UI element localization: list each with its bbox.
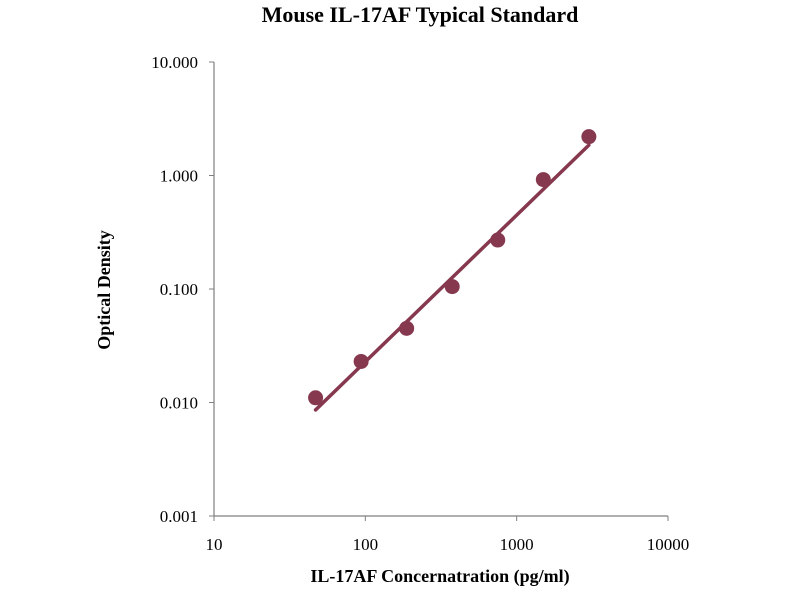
y-tick-label: 1.000 [160,167,198,186]
x-tick-label: 10000 [647,535,690,554]
data-point [444,279,460,295]
data-point [399,320,415,336]
data-point [535,172,551,188]
chart-title: Mouse IL-17AF Typical Standard [262,2,579,27]
y-axis-label: Optical Density [94,230,114,350]
data-point [353,353,369,369]
x-axis-label: IL-17AF Concernatration (pg/ml) [310,566,569,587]
axes [209,61,669,521]
x-tick-label: 10 [206,535,223,554]
tick-labels: 0.001 0.010 0.100 1.000 10.000 10 100 1000 10000 [151,53,689,554]
x-tick-label: 100 [353,535,379,554]
data-point [581,129,597,145]
y-tick-label: 0.001 [160,507,198,526]
data-series [308,129,597,412]
x-tick-label: 1000 [500,535,534,554]
data-point [308,390,324,406]
data-point [490,232,506,248]
y-tick-label: 0.010 [160,394,198,413]
y-tick-label: 0.100 [160,280,198,299]
y-tick-label: 10.000 [151,53,198,72]
